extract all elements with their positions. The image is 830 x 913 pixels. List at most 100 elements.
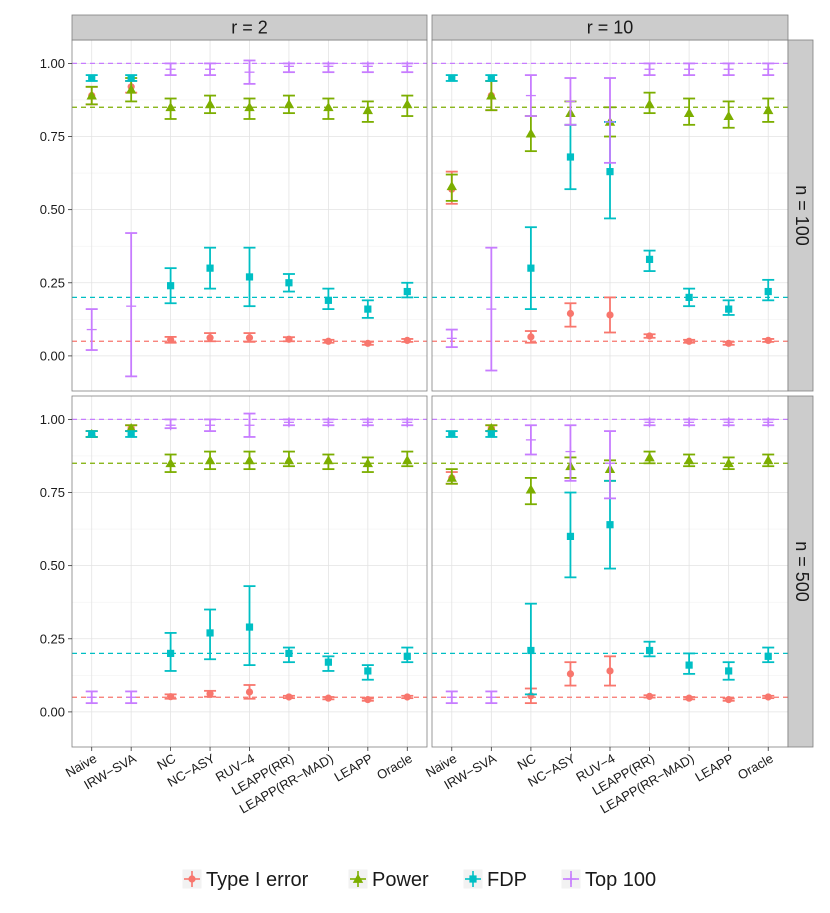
fdp-mark [683,287,696,308]
top100-mark [524,74,537,117]
power-mark [322,453,335,471]
type1-mark [204,332,217,343]
fdp-mark [524,226,537,311]
top100-point [525,90,536,101]
y-tick-label: 0.00 [40,348,65,363]
type1-mark [524,330,537,344]
type1-mark [683,337,696,345]
fdp-point [764,287,772,296]
type1-mark [204,689,217,698]
power-mark [683,97,696,126]
top100-mark [485,246,498,372]
power-point [486,90,497,100]
power-mark [282,94,295,115]
type1-mark [762,693,775,701]
type1-mark [683,694,696,702]
top100-point [565,96,576,107]
fdp-point [285,649,293,657]
power-point [204,99,216,109]
top100-mark [643,62,656,76]
fdp-point [448,74,456,82]
power-mark [445,173,458,202]
fdp-mark [204,246,217,290]
legend-key-marker [469,875,477,883]
power-point [204,455,216,465]
legend-label: Type I error [206,869,309,891]
type1-point [725,339,733,347]
top100-mark [683,62,696,76]
type1-mark [164,693,177,701]
type1-mark [762,336,775,344]
top100-point [323,417,334,428]
power-mark [524,476,537,506]
row-strip-1 [787,395,814,748]
top100-point [486,304,497,315]
legend-key-marker [352,873,364,883]
top100-mark [564,424,577,482]
type1-point [245,688,254,696]
fdp-point [685,293,693,301]
type1-point [566,670,575,678]
fdp-mark [85,74,98,82]
x-tick-label: LEAPP [332,751,376,785]
power-point [723,458,734,468]
power-mark [322,97,335,120]
fdp-point [88,430,96,438]
fdp-mark [722,661,735,681]
fdp-point [206,264,214,272]
top100-mark [282,417,295,428]
power-mark [485,80,498,112]
power-point [244,102,255,112]
power-mark [243,97,256,120]
top100-mark [683,417,696,428]
power-point [486,422,497,433]
type1-point [764,336,772,344]
legend-item-top100: Top 100 [560,868,656,891]
type1-point [324,337,332,345]
type1-mark [604,296,616,334]
power-mark [722,100,735,129]
type1-mark [361,696,374,704]
fdp-mark [164,267,177,305]
y-tick-label: 0.25 [40,275,65,290]
top100-mark [164,62,177,76]
power-mark [401,450,414,468]
fdp-mark [164,632,177,672]
fdp-point [206,629,214,637]
fdp-mark [322,655,335,672]
x-tick-label: Oracle [374,751,415,783]
fdp-mark [762,646,775,664]
y-tick-label: 0.50 [40,558,65,573]
top100-point [486,692,497,703]
fdp-point [324,296,332,304]
top100-point [205,64,216,75]
fdp-point [606,521,614,529]
col-strip-0 [71,14,428,41]
top100-point [283,417,294,428]
power-point [283,99,295,109]
legend-item-power: Power [347,868,429,891]
power-point [525,128,537,138]
fdp-mark [361,664,374,681]
type1-mark [643,692,656,700]
type1-mark [401,336,414,344]
top100-mark [85,308,98,351]
top100-point [165,64,176,75]
power-mark [762,453,775,468]
fdp-point [645,646,654,655]
y-tick-label: 1.00 [40,56,65,71]
power-point [402,99,413,109]
type1-mark [401,693,414,701]
power-point [323,455,334,465]
fdp-mark [683,652,696,675]
top100-mark [125,232,138,378]
top100-mark [524,424,537,456]
type1-mark [282,335,295,343]
top100-point [165,420,176,431]
fdp-mark [361,299,374,319]
fdp-point [566,532,575,540]
top100-mark [564,77,577,126]
fdp-mark [282,646,295,664]
top100-mark [204,62,217,76]
type1-mark [564,661,577,687]
